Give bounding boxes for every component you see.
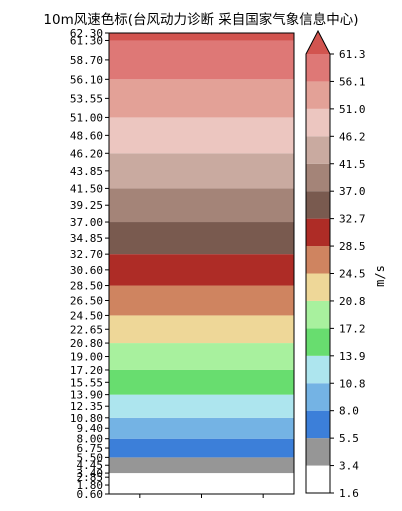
colorbar-tick-label: 46.2 <box>339 130 366 143</box>
left-axis-tick-label: 43.85 <box>70 165 103 178</box>
colorbar-tick-label: 41.5 <box>339 158 366 171</box>
chart-title: 10m风速色标(台风动力诊断 采自国家气象信息中心) <box>43 12 359 28</box>
colorbar-segment-10 <box>306 191 330 219</box>
colorbar-segment-1 <box>306 438 330 466</box>
color-band-11 <box>109 188 294 223</box>
color-band-14 <box>109 79 294 118</box>
colorbar-tick-label: 24.5 <box>339 268 366 281</box>
left-axis-tick-label: 61.30 <box>70 34 103 47</box>
left-axis-tick-label: 2.85 <box>77 471 104 484</box>
colorbar-segment-13 <box>306 108 330 137</box>
colorbar-tick-label: 13.9 <box>339 350 366 363</box>
colorbar-tick-label: 20.8 <box>339 295 366 308</box>
left-axis-tick-label: 58.70 <box>70 54 103 67</box>
left-axis-tick-label: 62.30 <box>70 27 103 40</box>
left-axis-tick-label: 12.35 <box>70 400 103 413</box>
color-band-12 <box>109 153 294 189</box>
left-axis-tick-label: 48.60 <box>70 129 103 142</box>
left-axis-tick-label: 37.00 <box>70 216 103 229</box>
left-axis-tick-label: 0.60 <box>77 488 104 501</box>
colorbar: 1.6 3.4 5.5 8.0 10.8 13.9 17.2 20.8 24.5 28.5 32.7… <box>305 29 366 500</box>
color-band-13 <box>109 117 294 154</box>
colorbar-unit-label: m/s <box>373 265 387 287</box>
left-axis-tick-label: 41.50 <box>70 182 103 195</box>
left-axis-tick-label: 32.70 <box>70 248 103 261</box>
colorbar-segment-14 <box>306 81 330 109</box>
left-axis-tick-label: 22.65 <box>70 323 103 336</box>
left-axis-tick-label: 10.80 <box>70 412 103 425</box>
left-axis-tick-label: 15.55 <box>70 376 103 389</box>
colorbar-frame <box>305 29 331 494</box>
color-band-5 <box>109 369 294 395</box>
left-axis-tick-label: 34.85 <box>70 232 103 245</box>
colorbar-segment-12 <box>306 136 330 164</box>
color-band-1 <box>109 457 294 474</box>
color-band-16 <box>109 33 294 41</box>
color-band-6 <box>109 343 294 370</box>
colorbar-tick-label: 32.7 <box>339 213 366 226</box>
colorbar-segment-8 <box>306 246 330 274</box>
colorbar-tick-label: 37.0 <box>339 185 366 198</box>
colorbar-extend-triangle <box>306 31 330 54</box>
colorbar-tick-label: 28.5 <box>339 240 366 253</box>
bottom-axis <box>139 494 264 498</box>
left-axis-tick-label: 28.50 <box>70 280 103 293</box>
color-band-10 <box>109 222 294 255</box>
left-axis-tick-label: 20.80 <box>70 337 103 350</box>
left-axis-tick-label: 6.75 <box>77 442 104 455</box>
color-band-2 <box>109 438 294 458</box>
left-axis: 0.601.802.853.404.455.506.758.009.4010.8… <box>70 27 109 501</box>
colorbar-tick-label: 51.0 <box>339 103 366 116</box>
left-axis-tick-label: 3.40 <box>77 467 104 480</box>
colorbar-segment-11 <box>306 163 330 192</box>
left-axis-tick-label: 1.80 <box>77 479 104 492</box>
left-axis-tick-label: 5.50 <box>77 451 104 464</box>
colorbar-tick-label: 8.0 <box>339 405 359 418</box>
colorbar-tick-label: 61.3 <box>339 48 366 61</box>
left-axis-tick-label: 17.20 <box>70 364 103 377</box>
color-band-4 <box>109 394 294 418</box>
color-band-7 <box>109 315 294 344</box>
color-band-15 <box>109 40 294 80</box>
color-bands-panel <box>108 32 295 495</box>
left-axis-tick-label: 8.00 <box>77 433 104 446</box>
left-axis-tick-label: 4.45 <box>77 459 104 472</box>
colorbar-segment-0 <box>306 465 330 493</box>
colorbar-segment-2 <box>306 410 330 439</box>
left-axis-tick-label: 56.10 <box>70 73 103 86</box>
colorbar-tick-label: 56.1 <box>339 75 366 88</box>
left-axis-tick-label: 30.60 <box>70 264 103 277</box>
left-axis-tick-label: 24.50 <box>70 309 103 322</box>
colorbar-tick-label: 10.8 <box>339 377 366 390</box>
left-axis-tick-label: 53.55 <box>70 92 103 105</box>
colorbar-segment-3 <box>306 383 330 411</box>
left-axis-tick-label: 39.25 <box>70 199 103 212</box>
colorbar-segment-6 <box>306 300 330 329</box>
color-band-8 <box>109 285 294 316</box>
color-band-3 <box>109 417 294 439</box>
colorbar-segment-9 <box>306 218 330 247</box>
left-axis-tick-label: 26.50 <box>70 294 103 307</box>
colorbar-segment-7 <box>306 273 330 301</box>
colorbar-tick-label: 5.5 <box>339 432 359 445</box>
left-axis-tick-label: 19.00 <box>70 351 103 364</box>
colorbar-segment-5 <box>306 328 330 356</box>
colorbar-segment-15 <box>306 54 330 82</box>
color-band-0 <box>109 473 294 494</box>
left-axis-tick-label: 13.90 <box>70 389 103 402</box>
colorbar-tick-label: 1.6 <box>339 487 359 500</box>
left-axis-tick-label: 51.00 <box>70 111 103 124</box>
left-axis-tick-label: 46.20 <box>70 147 103 160</box>
colorbar-tick-label: 17.2 <box>339 322 366 335</box>
colorbar-segment-4 <box>306 355 330 384</box>
colorbar-tick-label: 3.4 <box>339 460 359 473</box>
left-axis-tick-label: 9.40 <box>77 422 104 435</box>
color-band-9 <box>109 254 294 286</box>
